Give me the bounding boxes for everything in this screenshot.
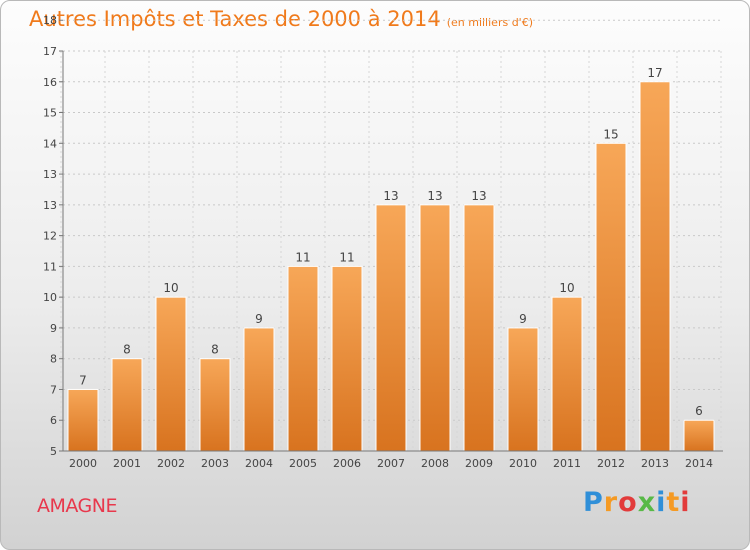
- data-label: 13: [383, 189, 398, 203]
- x-tick-label: 2008: [421, 457, 449, 470]
- bar: [419, 204, 451, 452]
- brand-letter: i: [680, 487, 691, 518]
- y-tick-label: 11: [43, 260, 57, 273]
- data-label: 10: [559, 281, 574, 295]
- data-label: 10: [163, 281, 178, 295]
- y-tick-label: 6: [50, 414, 57, 427]
- brand-letter: P: [583, 487, 604, 518]
- x-tick-label: 2000: [69, 457, 97, 470]
- bar: [67, 388, 99, 452]
- x-tick-label: 2011: [553, 457, 581, 470]
- x-tick-label: 2014: [685, 457, 713, 470]
- data-label: 17: [647, 66, 662, 80]
- x-tick-label: 2010: [509, 457, 537, 470]
- brand-letter: i: [656, 487, 667, 518]
- y-tick-label: 7: [50, 383, 57, 396]
- brand-letter: t: [666, 487, 681, 518]
- data-label: 7: [79, 373, 87, 387]
- bar: [155, 296, 187, 452]
- chart-subtitle: (en milliers d'€): [446, 16, 533, 29]
- bar: [375, 204, 407, 452]
- y-tick-label: 18: [43, 14, 57, 27]
- y-tick-label: 10: [43, 291, 57, 304]
- bar: [683, 419, 715, 452]
- x-tick-label: 2007: [377, 457, 405, 470]
- brand-letter: x: [637, 487, 657, 518]
- bar: [507, 327, 539, 452]
- x-tick-label: 2009: [465, 457, 493, 470]
- y-tick-label: 16: [43, 76, 57, 89]
- y-tick-label: 5: [50, 445, 57, 458]
- bar: [595, 142, 627, 452]
- x-tick-label: 2002: [157, 457, 185, 470]
- bar: [331, 265, 363, 452]
- data-label: 11: [339, 250, 354, 264]
- x-tick-label: 2012: [597, 457, 625, 470]
- x-tick-label: 2013: [641, 457, 669, 470]
- y-tick-label: 17: [43, 45, 57, 58]
- y-tick-label: 14: [43, 137, 57, 150]
- y-tick-label: 12: [43, 230, 57, 243]
- data-label: 9: [519, 312, 527, 326]
- bar: [243, 327, 275, 452]
- y-tick-label: 13: [43, 168, 57, 181]
- brand-letter: o: [618, 487, 638, 518]
- x-tick-label: 2003: [201, 457, 229, 470]
- chart-title-text: Autres Impôts et Taxes de 2000 à 2014: [29, 7, 441, 31]
- commune-name: AMAGNE: [37, 495, 118, 517]
- data-label: 13: [471, 189, 486, 203]
- bar: [199, 358, 231, 452]
- x-tick-label: 2006: [333, 457, 361, 470]
- x-tick-label: 2001: [113, 457, 141, 470]
- bar: [463, 204, 495, 452]
- data-label: 11: [295, 250, 310, 264]
- brand-letter: r: [603, 487, 619, 518]
- bar: [111, 358, 143, 452]
- data-label: 8: [211, 343, 219, 357]
- bar: [639, 81, 671, 452]
- data-label: 8: [123, 343, 131, 357]
- y-tick-label: 8: [50, 353, 57, 366]
- data-label: 15: [603, 127, 618, 141]
- chart-title: Autres Impôts et Taxes de 2000 à 2014 (en…: [29, 7, 533, 31]
- x-tick-label: 2004: [245, 457, 273, 470]
- data-label: 9: [255, 312, 263, 326]
- bar: [551, 296, 583, 452]
- y-tick-label: 13: [43, 199, 57, 212]
- proxiti-logo: Proxiti: [583, 487, 691, 518]
- y-tick-label: 15: [43, 107, 57, 120]
- y-tick-label: 9: [50, 322, 57, 335]
- data-label: 6: [695, 404, 703, 418]
- bar: [287, 265, 319, 452]
- x-tick-label: 2005: [289, 457, 317, 470]
- data-label: 13: [427, 189, 442, 203]
